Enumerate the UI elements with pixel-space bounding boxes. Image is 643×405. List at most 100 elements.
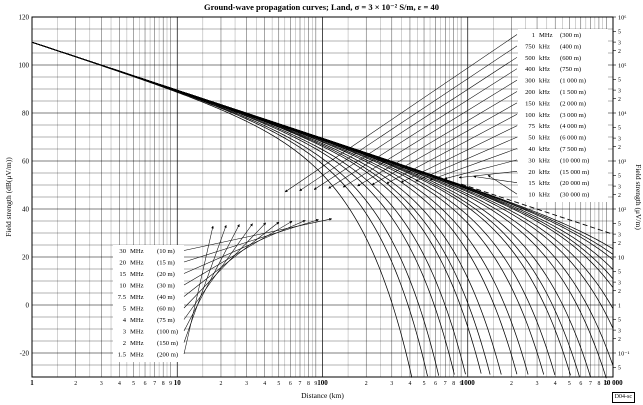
legend-lower-pointer: [183, 224, 240, 332]
x-tick-label: 9: [460, 381, 463, 387]
x-tick-label: 10: [174, 379, 182, 387]
right-tick-label: 5: [618, 222, 621, 228]
legend-lower-wavelength: (20 m): [157, 271, 175, 278]
right-tick-label: 10⁵: [618, 62, 627, 69]
x-tick-label: 6: [434, 381, 437, 387]
x-tick-label: 8: [597, 381, 600, 387]
legend-lower-unit: MHz: [130, 317, 144, 324]
legend-lower-freq: 10: [119, 283, 126, 290]
legend-lower-wavelength: (10 m): [157, 248, 175, 255]
legend-upper-wavelength: (30 000 m): [560, 192, 589, 199]
right-tick-label: 1: [618, 303, 621, 309]
legend-upper-freq: 50: [528, 135, 535, 142]
x-tick-label: 5: [132, 381, 135, 387]
x-tick-label: 2: [220, 381, 223, 387]
legend-lower-freq: 20: [119, 260, 126, 267]
right-tick-label: 2: [618, 97, 621, 103]
legend-lower-wavelength: (60 m): [157, 306, 175, 313]
legend-upper-unit: kHz: [539, 146, 550, 153]
curve-line: [31, 41, 455, 375]
legend-upper-freq: 10: [528, 192, 535, 199]
x-tick-label: 6: [289, 381, 292, 387]
legend-lower-pointer: [183, 222, 266, 309]
legend-lower-pointer: [183, 220, 293, 286]
legend-upper-unit: kHz: [539, 112, 550, 119]
x-tick-label: 7: [444, 381, 447, 387]
legend-upper-wavelength: (1 500 m): [560, 89, 586, 96]
legend-lower-wavelength: (150 m): [157, 340, 178, 347]
legend-upper-wavelength: (20 000 m): [560, 180, 589, 187]
legend-upper-pointer: [386, 114, 518, 184]
legend-upper-unit: kHz: [539, 192, 550, 199]
x-tick-label: 6: [144, 381, 147, 387]
right-tick-label: 2: [618, 289, 621, 295]
right-tick-label: 5: [618, 174, 621, 180]
legend-lower-unit: MHz: [130, 271, 144, 278]
x-tick-label: 100: [317, 379, 328, 387]
right-tick-label: 3: [618, 184, 621, 190]
legend-upper-freq: 15: [528, 180, 535, 187]
right-tick-label: 10⁻¹: [618, 350, 630, 357]
y-tick-label: 80: [22, 110, 30, 118]
legend-upper-freq: 750: [525, 43, 536, 50]
right-tick-label: 3: [618, 280, 621, 286]
legend-lower-pointer: [183, 219, 319, 263]
y-tick-label: -20: [20, 350, 30, 358]
right-tick-label: 10: [618, 254, 624, 261]
legend-upper-wavelength: (400 m): [560, 43, 581, 50]
legend-upper-pointer: [400, 125, 518, 183]
legend-upper-freq: 1: [532, 32, 535, 39]
x-tick-label: 5: [277, 381, 280, 387]
legend-upper-wavelength: (600 m): [560, 55, 581, 62]
x-tick-label: 8: [452, 381, 455, 387]
right-tick-label: 2: [618, 193, 621, 199]
legend-upper-freq: 150: [525, 100, 536, 107]
right-tick-label: 3: [618, 136, 621, 142]
legend-upper-freq: 500: [525, 55, 536, 62]
figure-tag: D04-sc: [611, 392, 635, 403]
legend-lower-unit: MHz: [130, 260, 144, 267]
legend-upper-unit: kHz: [539, 78, 550, 85]
legend-upper-bg: [518, 29, 608, 202]
legend-upper-unit: kHz: [539, 66, 550, 73]
x-tick-label: 10 000: [603, 379, 623, 387]
legend-upper-unit: kHz: [539, 157, 550, 164]
x-tick-label: 9: [314, 381, 317, 387]
right-tick-label: 2: [618, 145, 621, 151]
right-tick-label: 5: [618, 318, 621, 324]
right-tick-label: 5: [618, 126, 621, 132]
x-tick-label: 4: [408, 381, 411, 387]
legend-lower-freq: 7.5: [118, 294, 127, 301]
right-tick-label: 2: [618, 337, 621, 343]
x-tick-label: 7: [299, 381, 302, 387]
legend-lower-unit: MHz: [130, 306, 144, 313]
legend-lower-unit: MHz: [130, 283, 144, 290]
legend-lower-freq: 30: [119, 248, 126, 255]
legend-upper-freq: 30: [528, 157, 535, 164]
legend-upper-wavelength: (1 000 m): [560, 78, 586, 85]
legend-upper-unit: kHz: [539, 135, 550, 142]
curve-line: [31, 41, 413, 378]
x-tick-label: 5: [568, 381, 571, 387]
legend-lower-pointer: [183, 217, 333, 251]
legend-upper-freq: 75: [528, 123, 535, 130]
legend-upper-pointer: [299, 45, 518, 192]
right-tick-label: 5: [618, 30, 621, 36]
y-axis-label: Field strength (dB(μV/m)): [4, 157, 13, 237]
legend-lower-pointer: [183, 225, 214, 355]
legend-upper-wavelength: (2 000 m): [560, 100, 586, 107]
x-tick-label: 2: [510, 381, 513, 387]
legend-lower-freq: 5: [123, 306, 127, 313]
legend-lower-pointer: [183, 220, 306, 274]
legend-upper-wavelength: (6 000 m): [560, 135, 586, 142]
x-tick-label: 6: [579, 381, 582, 387]
x-tick-label: 3: [245, 381, 248, 387]
right-tick-label: 3: [618, 88, 621, 94]
legend-upper-unit: kHz: [539, 123, 550, 130]
legend-upper-unit: kHz: [539, 55, 550, 62]
legend-lower-bg: [113, 245, 184, 362]
x-tick-label: 1: [30, 379, 34, 387]
legend-upper-pointer: [487, 174, 518, 195]
legend-upper-pointer: [473, 175, 518, 183]
